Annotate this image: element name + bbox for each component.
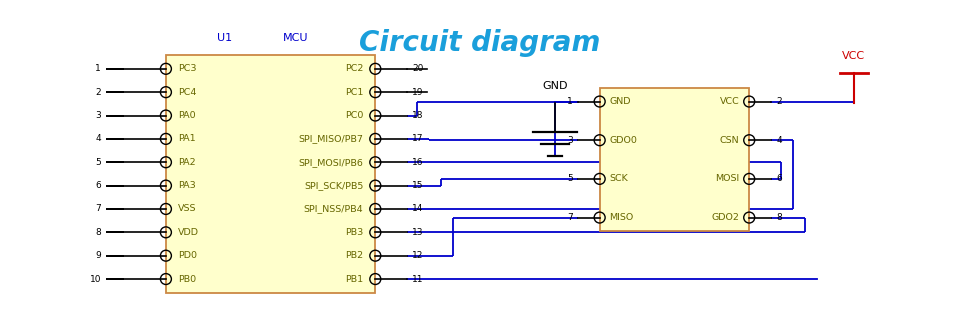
Text: SPI_SCK/PB5: SPI_SCK/PB5 — [304, 181, 363, 190]
Text: PB0: PB0 — [178, 275, 196, 284]
Text: 16: 16 — [412, 158, 423, 167]
Text: PC4: PC4 — [178, 88, 196, 97]
Text: PC1: PC1 — [345, 88, 363, 97]
Text: 6: 6 — [95, 181, 101, 190]
Text: 10: 10 — [89, 275, 101, 284]
Text: MISO: MISO — [610, 213, 634, 222]
Text: 8: 8 — [776, 213, 781, 222]
Text: VSS: VSS — [178, 205, 197, 213]
Text: 4: 4 — [95, 134, 101, 143]
Text: PC3: PC3 — [178, 64, 197, 73]
Text: GND: GND — [542, 81, 567, 91]
Text: 14: 14 — [412, 205, 423, 213]
Text: SPI_MISO/PB7: SPI_MISO/PB7 — [299, 134, 363, 143]
Text: MOSI: MOSI — [715, 174, 739, 183]
Text: 6: 6 — [776, 174, 781, 183]
Bar — [166, 55, 375, 293]
Text: 17: 17 — [412, 134, 423, 143]
Text: GND: GND — [610, 97, 631, 106]
Text: 15: 15 — [412, 181, 423, 190]
Text: PA1: PA1 — [178, 134, 196, 143]
Text: PB1: PB1 — [346, 275, 363, 284]
Text: SCK: SCK — [610, 174, 629, 183]
Text: PA2: PA2 — [178, 158, 196, 167]
Text: Circuit diagram: Circuit diagram — [359, 29, 601, 57]
Text: 1: 1 — [567, 97, 573, 106]
Text: 3: 3 — [567, 136, 573, 145]
Text: PA0: PA0 — [178, 111, 196, 120]
Text: SPI_MOSI/PB6: SPI_MOSI/PB6 — [299, 158, 363, 167]
Text: 13: 13 — [412, 228, 423, 237]
Text: VCC: VCC — [842, 51, 866, 61]
Text: GDO0: GDO0 — [610, 136, 637, 145]
Text: 20: 20 — [412, 64, 423, 73]
Text: 8: 8 — [95, 228, 101, 237]
Text: 19: 19 — [412, 88, 423, 97]
Text: GDO2: GDO2 — [711, 213, 739, 222]
Text: 2: 2 — [95, 88, 101, 97]
Text: SPI_NSS/PB4: SPI_NSS/PB4 — [303, 205, 363, 213]
Text: MCU: MCU — [283, 33, 308, 43]
Text: CSN: CSN — [720, 136, 739, 145]
Text: 2: 2 — [776, 97, 781, 106]
Text: U1: U1 — [217, 33, 232, 43]
Text: PC0: PC0 — [345, 111, 363, 120]
Text: VDD: VDD — [178, 228, 199, 237]
Text: 18: 18 — [412, 111, 423, 120]
Text: 1: 1 — [95, 64, 101, 73]
Text: 5: 5 — [95, 158, 101, 167]
Text: 7: 7 — [95, 205, 101, 213]
Text: 7: 7 — [567, 213, 573, 222]
Text: VCC: VCC — [719, 97, 739, 106]
Text: PB2: PB2 — [346, 251, 363, 260]
Bar — [600, 88, 749, 231]
Text: PD0: PD0 — [178, 251, 197, 260]
Text: 3: 3 — [95, 111, 101, 120]
Text: 4: 4 — [776, 136, 781, 145]
Text: PC2: PC2 — [345, 64, 363, 73]
Text: PB3: PB3 — [345, 228, 363, 237]
Text: 12: 12 — [412, 251, 423, 260]
Text: PA3: PA3 — [178, 181, 196, 190]
Text: 11: 11 — [412, 275, 423, 284]
Text: 9: 9 — [95, 251, 101, 260]
Text: 5: 5 — [567, 174, 573, 183]
